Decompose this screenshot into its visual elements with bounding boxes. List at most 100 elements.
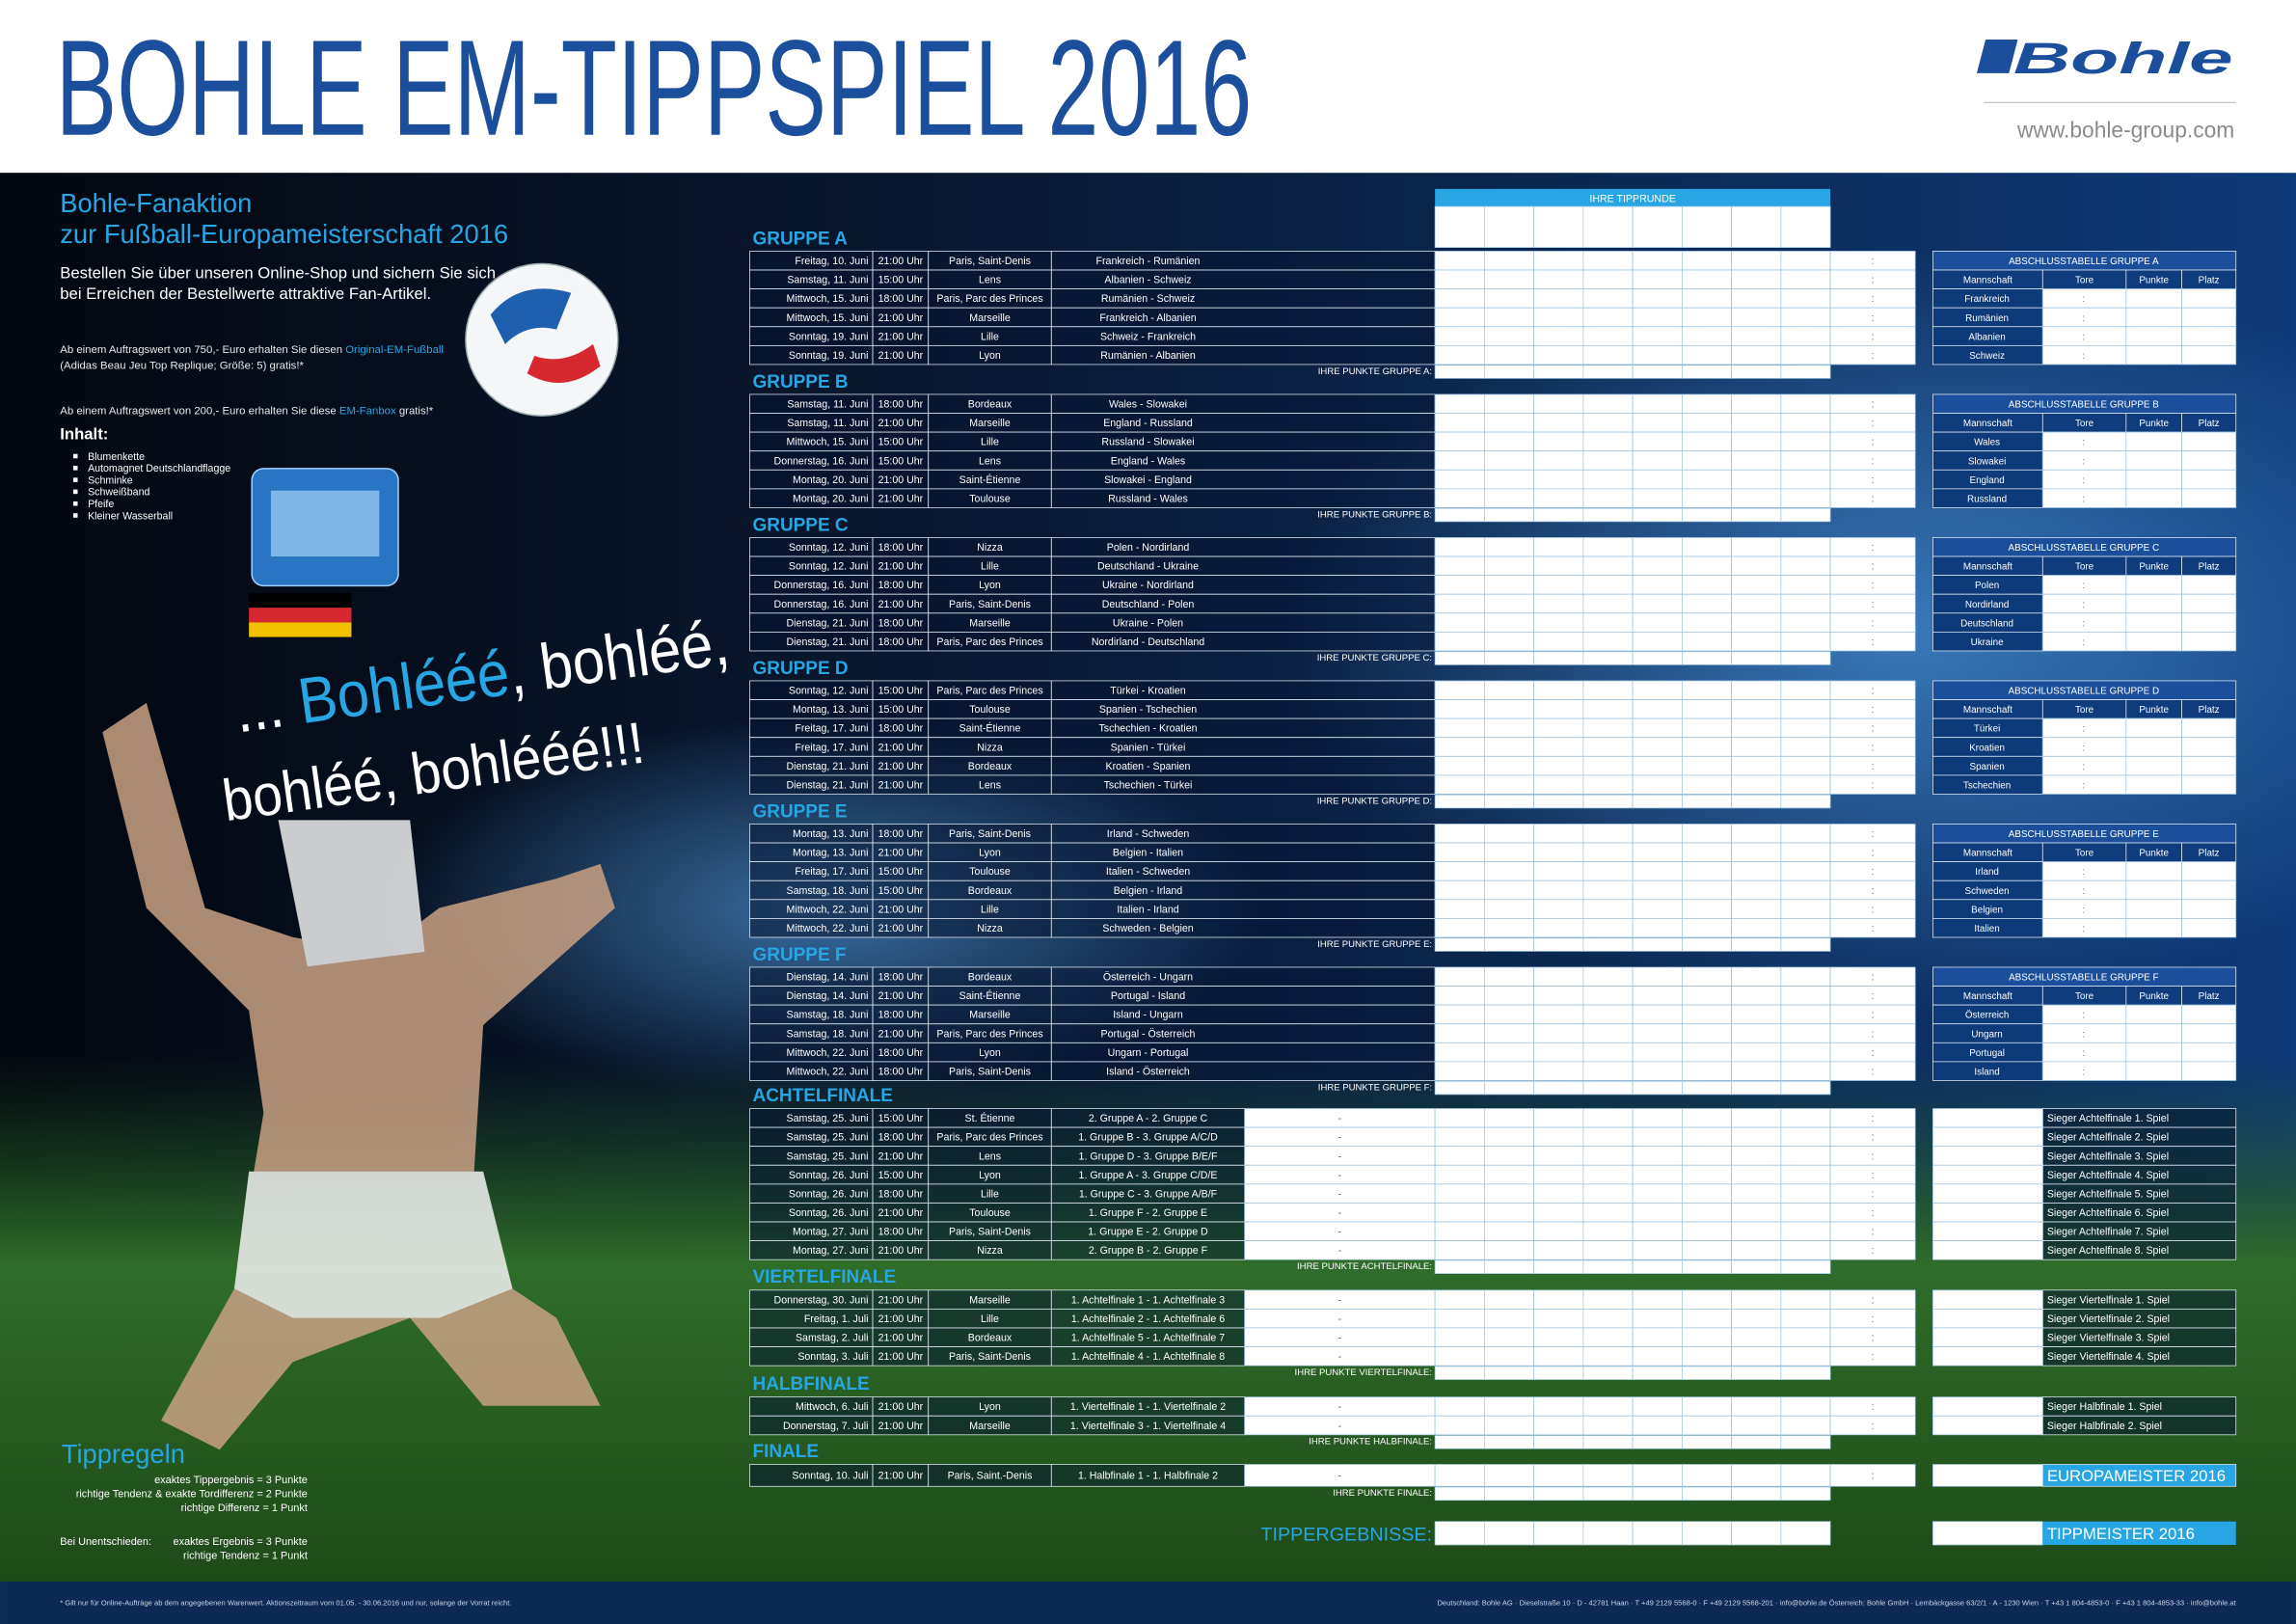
fixture-cell	[1050, 842, 1436, 863]
match-venue: Lille	[981, 561, 999, 573]
score-separator: :	[1872, 1207, 1875, 1219]
tip-cell	[1632, 326, 1683, 346]
tip-cell	[1434, 488, 1485, 508]
match-fixture: Nordirland - Deutschland	[1092, 636, 1204, 648]
tip-cell	[1731, 488, 1782, 508]
points-cell	[1582, 1435, 1634, 1449]
match-time: 21:00 Uhr	[878, 418, 924, 429]
points-cell	[1681, 365, 1732, 379]
tip-cell	[1632, 986, 1683, 1006]
tip-cell	[1632, 431, 1683, 452]
tip-cell	[1681, 880, 1732, 901]
tip-cell	[1434, 1240, 1485, 1260]
match-fixture: Rumänien - Schweiz	[1101, 293, 1195, 305]
tip-cell	[1780, 555, 1831, 576]
team-name: Ungarn	[1971, 1029, 2002, 1040]
match-fixture: Deutschland - Ukraine	[1097, 561, 1199, 573]
tip-cell	[1483, 1240, 1535, 1260]
goals-separator: :	[2082, 637, 2085, 648]
tip-cell	[1483, 966, 1535, 987]
match-time: 21:00 Uhr	[878, 1245, 924, 1257]
tip-cell	[1582, 986, 1634, 1006]
match-day: Samstag, 18. Juni	[787, 1010, 869, 1021]
points-cell	[1632, 507, 1683, 523]
tip-cell	[1731, 1108, 1782, 1128]
tip-cell	[1632, 1023, 1683, 1043]
tip-cell	[1681, 918, 1732, 938]
table-value-cell	[2125, 450, 2182, 471]
winner-label: Sieger Achtelfinale 5. Spiel	[2047, 1188, 2169, 1200]
match-time: 18:00 Uhr	[878, 542, 924, 554]
total-cell	[1681, 1521, 1732, 1546]
tip-cell	[1434, 1327, 1485, 1347]
match-time: 15:00 Uhr	[878, 686, 924, 697]
match-venue: Lille	[981, 1188, 999, 1200]
table-header: Tore	[2075, 419, 2094, 429]
team-name: Deutschland	[1960, 618, 2013, 629]
match-fixture: Belgien - Italien	[1113, 848, 1183, 859]
teams-separator: -	[1338, 1132, 1342, 1144]
match-time: 21:00 Uhr	[878, 923, 924, 934]
points-cell	[1681, 794, 1732, 809]
table-value-cell	[2125, 612, 2182, 633]
tippmeister-label: TIPPMEISTER 2016	[2047, 1525, 2195, 1543]
score-separator: :	[1872, 636, 1875, 648]
points-cell	[1434, 651, 1485, 665]
match-venue: Lens	[979, 1150, 1001, 1162]
score-separator: :	[1872, 331, 1875, 342]
tip-cell	[1681, 326, 1732, 346]
team-name: Türkei	[1974, 724, 2000, 735]
match-fixture: Schweden - Belgien	[1102, 923, 1193, 934]
winner-label-cell	[2041, 1415, 2237, 1436]
tip-cell	[1533, 824, 1584, 844]
score-separator: :	[1872, 885, 1875, 897]
tip-cell	[1533, 699, 1584, 719]
match-day: Sonntag, 19. Juni	[789, 331, 869, 342]
winner-tip-cell	[1932, 1415, 2043, 1436]
team-name: Ukraine	[1971, 637, 2004, 648]
match-venue: Paris, Saint.-Denis	[948, 1471, 1033, 1482]
tip-cell	[1582, 1327, 1634, 1347]
tip-cell	[1483, 880, 1535, 901]
points-cell	[1780, 651, 1831, 665]
tip-cell	[1434, 1061, 1485, 1081]
points-cell	[1780, 365, 1831, 379]
winner-tip-cell	[1932, 1164, 2043, 1185]
points-cell	[1434, 1080, 1485, 1096]
match-fixture: Wales - Slowakei	[1109, 399, 1187, 411]
points-label: IHRE PUNKTE GRUPPE F:	[1318, 1082, 1432, 1093]
match-venue: Lyon	[979, 1047, 1001, 1059]
points-cell	[1681, 1486, 1732, 1502]
tip-cell	[1483, 1396, 1535, 1417]
contents-item: Schweißband	[88, 487, 149, 499]
score-separator: :	[1872, 904, 1875, 915]
tip-cell	[1632, 755, 1683, 776]
tip-cell	[1681, 1108, 1732, 1128]
tip-cell	[1632, 824, 1683, 844]
player	[102, 702, 615, 1450]
table-value-cell	[2125, 288, 2182, 309]
points-cell	[1731, 507, 1782, 523]
tip-cell	[1731, 537, 1782, 557]
points-cell	[1434, 507, 1485, 523]
tip-cell	[1533, 880, 1584, 901]
tip-cell	[1780, 612, 1831, 633]
tip-cell	[1632, 269, 1683, 289]
tip-cell	[1483, 393, 1535, 414]
contents-item: Schminke	[88, 474, 133, 486]
contents-item: Kleiner Wasserball	[88, 510, 173, 522]
goals-separator: :	[2082, 762, 2085, 772]
tip-cell	[1533, 774, 1584, 795]
tip-cell	[1632, 1396, 1683, 1417]
tip-cell	[1533, 861, 1584, 881]
match-fixture: Deutschland - Polen	[1102, 599, 1195, 610]
tip-name-cell	[1533, 205, 1584, 249]
match-time: 21:00 Uhr	[878, 1351, 924, 1363]
tip-cell	[1681, 269, 1732, 289]
tip-cell	[1731, 1061, 1782, 1081]
match-fixture: 2. Gruppe A - 2. Gruppe C	[1089, 1113, 1208, 1124]
tip-cell	[1681, 1061, 1732, 1081]
tip-cell	[1582, 575, 1634, 595]
tip-cell	[1681, 699, 1732, 719]
match-day: Dienstag, 14. Juni	[787, 972, 869, 984]
